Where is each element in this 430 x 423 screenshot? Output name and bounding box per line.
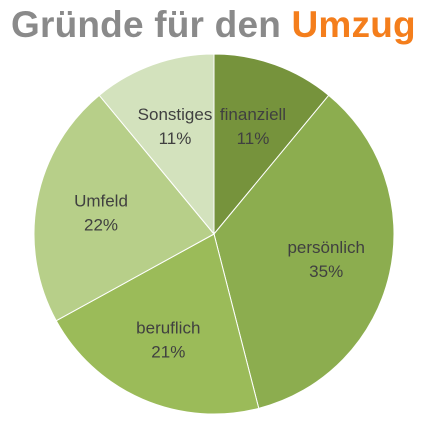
slice-category-label: beruflich xyxy=(136,319,200,338)
pie-slices xyxy=(33,53,395,415)
pie-slice-finanziell xyxy=(213,53,330,236)
pie-slice-beruflich xyxy=(55,233,260,415)
slice-category-label: finanziell xyxy=(220,105,286,124)
pie-data-labels: finanziell 11% persönlich 35% beruflich 21% Um… xyxy=(74,105,365,362)
slice-percent-label: 22% xyxy=(84,216,118,235)
slice-category-label: Sonstiges xyxy=(138,105,213,124)
slice-percent-label: 21% xyxy=(151,343,185,362)
slice-percent-label: 11% xyxy=(237,129,270,148)
pie-slice-persönlich xyxy=(213,94,395,409)
slice-category-label: Umfeld xyxy=(74,192,128,211)
chart-title-accent: Umzug xyxy=(291,4,416,45)
slice-percent-label: 35% xyxy=(309,262,343,281)
slice-percent-label: 11% xyxy=(159,129,192,148)
slice-category-label: persönlich xyxy=(287,238,365,257)
chart-title-main: Gründe für den xyxy=(11,4,282,45)
pie-slice-umfeld xyxy=(33,94,215,322)
pie-slice-sonstiges xyxy=(98,53,215,236)
chart-title: Gründe für den Umzug xyxy=(11,2,416,48)
